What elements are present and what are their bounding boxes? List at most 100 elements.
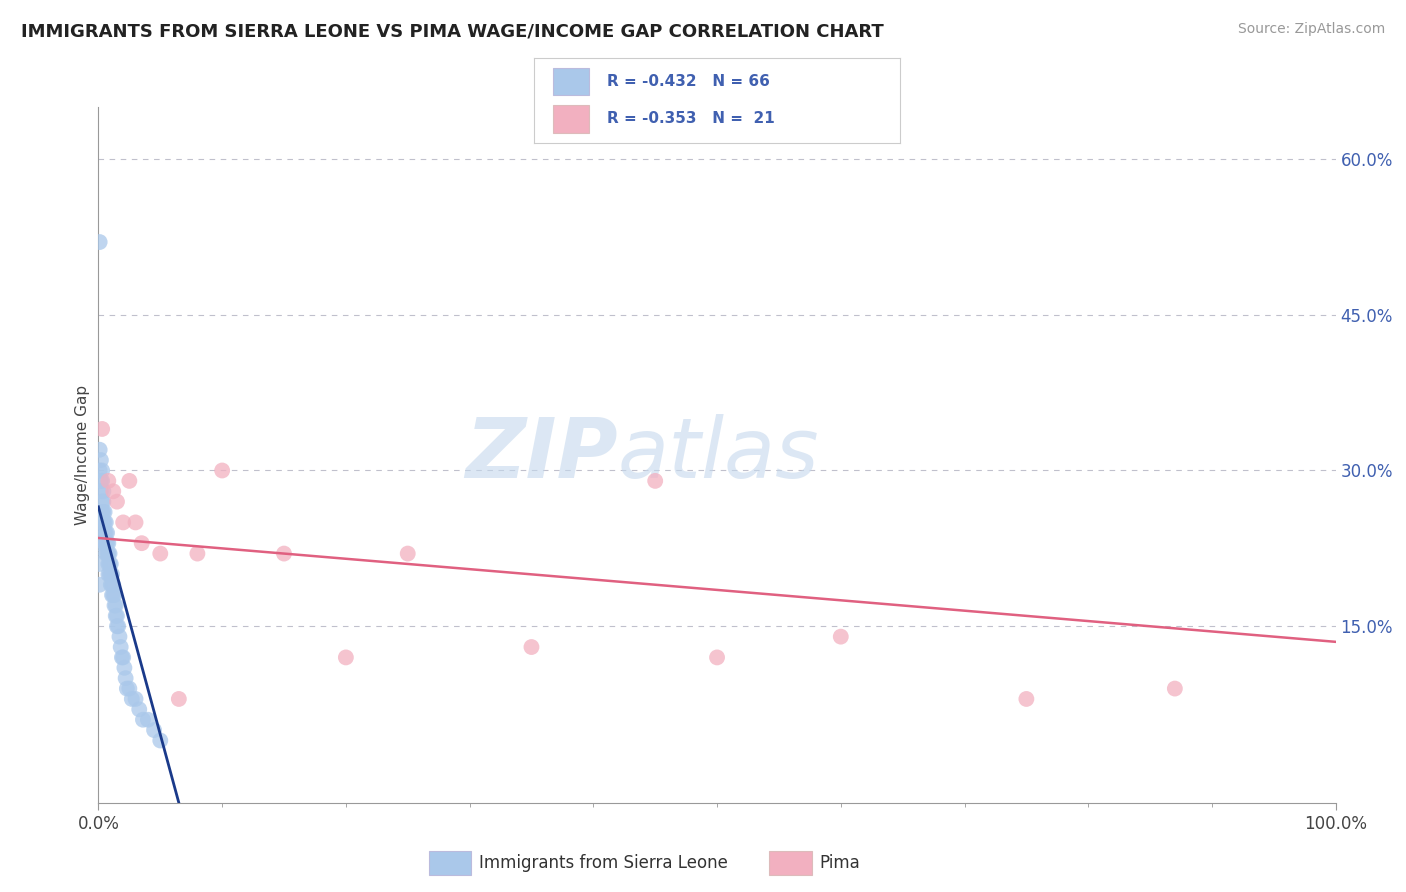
Point [94, 525, 117, 540]
Point [89, 557, 111, 571]
Point [101, 588, 124, 602]
Point [89, 235, 111, 249]
Point [103, 484, 125, 499]
Point [101, 567, 124, 582]
Point [100, 567, 122, 582]
Point [89, 442, 111, 457]
Point [100, 578, 122, 592]
Point [167, 692, 190, 706]
Point [93, 484, 115, 499]
Point [112, 661, 135, 675]
Point [97, 557, 120, 571]
Point [97, 536, 120, 550]
Point [1164, 681, 1187, 696]
Point [124, 516, 146, 530]
Point [97, 567, 120, 582]
Point [103, 578, 125, 592]
Point [103, 588, 125, 602]
Point [96, 547, 118, 561]
Point [89, 463, 111, 477]
Point [149, 733, 172, 747]
FancyBboxPatch shape [769, 851, 811, 875]
Point [114, 671, 136, 685]
Point [94, 516, 117, 530]
Point [143, 723, 166, 738]
Point [105, 608, 128, 623]
Point [93, 516, 115, 530]
Point [108, 630, 131, 644]
Point [118, 681, 141, 696]
Point [110, 640, 132, 654]
Point [93, 525, 115, 540]
Point [89, 578, 111, 592]
Point [93, 505, 115, 519]
Point [136, 713, 159, 727]
Point [112, 650, 135, 665]
Point [98, 567, 121, 582]
FancyBboxPatch shape [553, 68, 589, 95]
Point [103, 599, 125, 613]
Point [111, 650, 134, 665]
Point [97, 474, 120, 488]
Point [89, 516, 111, 530]
Point [186, 547, 208, 561]
Point [335, 650, 357, 665]
Point [104, 608, 127, 623]
Point [91, 494, 114, 508]
Point [93, 505, 115, 519]
Point [89, 536, 111, 550]
Point [98, 547, 121, 561]
Point [112, 516, 135, 530]
Point [91, 422, 114, 436]
Point [104, 599, 127, 613]
Point [98, 557, 121, 571]
Y-axis label: Wage/Income Gap: Wage/Income Gap [75, 384, 90, 525]
Point [706, 650, 728, 665]
Point [105, 619, 128, 633]
Point [91, 505, 114, 519]
Point [96, 525, 118, 540]
Point [100, 557, 122, 571]
Point [128, 702, 150, 716]
Point [93, 516, 115, 530]
Point [105, 494, 128, 508]
Point [121, 692, 143, 706]
Point [131, 536, 153, 550]
Point [124, 692, 146, 706]
Point [97, 547, 120, 561]
Text: ZIP: ZIP [465, 415, 619, 495]
Point [93, 494, 115, 508]
Text: R = -0.432   N = 66: R = -0.432 N = 66 [607, 74, 770, 89]
Point [520, 640, 543, 654]
Point [103, 588, 125, 602]
Point [211, 463, 233, 477]
FancyBboxPatch shape [553, 105, 589, 133]
Text: IMMIGRANTS FROM SIERRA LEONE VS PIMA WAGE/INCOME GAP CORRELATION CHART: IMMIGRANTS FROM SIERRA LEONE VS PIMA WAG… [21, 22, 884, 40]
Point [115, 681, 138, 696]
Text: Source: ZipAtlas.com: Source: ZipAtlas.com [1237, 22, 1385, 37]
Point [644, 474, 666, 488]
Point [91, 474, 114, 488]
Text: Immigrants from Sierra Leone: Immigrants from Sierra Leone [479, 854, 728, 872]
Point [830, 630, 852, 644]
Point [101, 578, 124, 592]
Text: atlas: atlas [619, 415, 820, 495]
FancyBboxPatch shape [429, 851, 471, 875]
Point [90, 453, 112, 467]
Point [132, 713, 155, 727]
Point [273, 547, 295, 561]
Text: R = -0.353   N =  21: R = -0.353 N = 21 [607, 112, 775, 127]
Point [90, 484, 112, 499]
Text: Pima: Pima [820, 854, 860, 872]
Point [107, 619, 129, 633]
Point [149, 547, 172, 561]
Point [94, 536, 117, 550]
Point [96, 536, 118, 550]
Point [94, 547, 117, 561]
Point [91, 463, 114, 477]
Point [90, 474, 112, 488]
Point [93, 536, 115, 550]
Point [1015, 692, 1038, 706]
Point [396, 547, 419, 561]
Point [118, 474, 141, 488]
